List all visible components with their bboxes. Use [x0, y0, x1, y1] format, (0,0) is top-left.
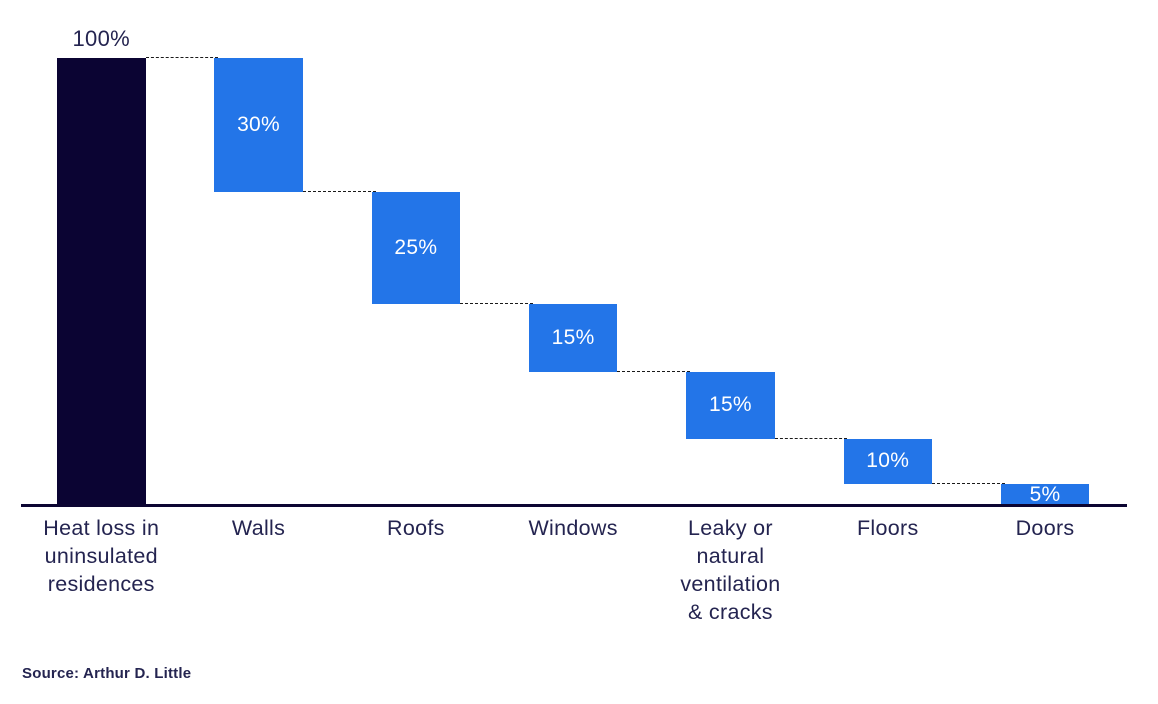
- bar-walls: [214, 58, 303, 193]
- x-axis-baseline: [21, 504, 1127, 507]
- connector-windows-to-leaky-or-natural-ventilation-cracks: [617, 370, 691, 372]
- connector-floors-to-doors: [932, 482, 1005, 484]
- category-label-doors: Doors: [1015, 516, 1075, 540]
- value-label-walls: 30%: [237, 113, 281, 137]
- bar-windows: [528, 304, 618, 372]
- value-label-roofs: 25%: [394, 236, 438, 260]
- value-label-heat-loss-in-uninsulated-residences: 100%: [72, 26, 130, 51]
- source-note: Source: Arthur D. Little: [22, 665, 192, 682]
- bar-leaky-or-natural-ventilation-cracks: [686, 371, 775, 439]
- connector-leaky-or-natural-ventilation-cracks-to-floors: [774, 437, 848, 439]
- connector-roofs-to-windows: [460, 303, 533, 305]
- bar-roofs: [371, 192, 461, 305]
- connector-walls-to-roofs: [302, 191, 376, 193]
- category-label-leaky-or-natural-ventilation-cracks: Leaky or natural ventilation & cracks: [680, 516, 781, 624]
- category-label-walls: Walls: [231, 516, 286, 540]
- bar-floors: [843, 438, 932, 484]
- category-label-windows: Windows: [528, 516, 618, 540]
- value-label-doors: 5%: [1029, 482, 1061, 506]
- category-label-heat-loss-in-uninsulated-residences: Heat loss in uninsulated residences: [43, 516, 160, 596]
- value-label-windows: 15%: [551, 325, 595, 349]
- value-label-floors: 10%: [866, 449, 910, 473]
- bar-heat-loss-in-uninsulated-residences: [57, 58, 146, 506]
- value-label-leaky-or-natural-ventilation-cracks: 15%: [708, 393, 752, 417]
- category-label-roofs: Roofs: [387, 516, 445, 540]
- bar-doors: [1000, 483, 1090, 506]
- connector-heat-loss-in-uninsulated-residences-to-walls: [145, 57, 219, 58]
- category-label-floors: Floors: [856, 516, 919, 540]
